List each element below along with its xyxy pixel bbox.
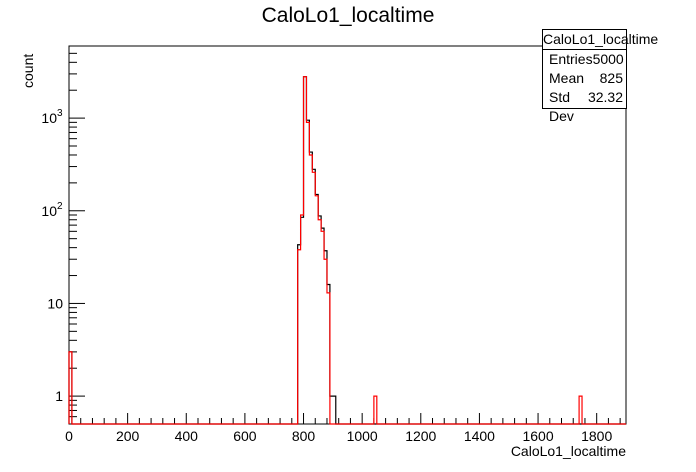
- stats-value: 825: [599, 70, 623, 86]
- histogram-bin: [315, 196, 318, 424]
- x-tick-label: 200: [116, 428, 140, 444]
- x-tick-label: 600: [233, 428, 257, 444]
- y-tick-label: 10: [41, 203, 57, 219]
- histogram-bin: [312, 169, 315, 424]
- x-axis-label: CaloLo1_localtime: [510, 443, 626, 459]
- stats-label: Mean: [549, 70, 585, 86]
- chart-title: CaloLo1_localtime: [261, 4, 435, 27]
- histogram-bin: [321, 231, 324, 424]
- x-tick-label: 1600: [522, 428, 553, 444]
- histogram-bin: [309, 155, 312, 424]
- histogram-bin: [315, 194, 318, 424]
- x-axis: 0 200 400 600 800 1000 1200 1400 1600 1800: [65, 413, 621, 444]
- x-tick-label: 0: [65, 428, 73, 444]
- histogram-series-1-line: [68, 76, 626, 425]
- stats-box: CaloLo1_localtime Entries 5000 Mean 825 …: [542, 29, 658, 124]
- stats-value: 32.32: [587, 89, 623, 105]
- x-tick-label: 1800: [581, 428, 612, 444]
- histogram-bin: [306, 120, 309, 424]
- x-tick-label: 800: [292, 428, 316, 444]
- x-tick-label: 1200: [405, 428, 436, 444]
- x-tick-label: 1000: [347, 428, 378, 444]
- x-tick-label: 400: [175, 428, 199, 444]
- stats-row-entries: Entries 5000: [543, 50, 626, 69]
- histogram-series: [68, 76, 626, 425]
- y-tick-label: 10: [47, 295, 63, 311]
- stats-label: Entries: [549, 51, 593, 67]
- histogram-bin: [309, 152, 312, 424]
- histogram-bin: [318, 216, 321, 424]
- y-tick-label: 1: [55, 388, 63, 404]
- stats-row-mean: Mean 825: [543, 69, 626, 88]
- y-tick-exponent: 3: [57, 108, 63, 119]
- y-axis-label: count: [20, 53, 36, 88]
- stats-value: 5000: [592, 51, 624, 67]
- histogram-bin: [306, 122, 309, 424]
- histogram-series-2-line: [68, 76, 626, 425]
- stats-row-stddev: Std Dev 32.32: [543, 88, 626, 124]
- y-tick-exponent: 2: [57, 201, 63, 212]
- stats-label: Std Dev: [549, 89, 574, 124]
- histogram-bin: [312, 172, 315, 424]
- stats-title: CaloLo1_localtime: [543, 30, 658, 50]
- y-tick-label: 10: [41, 110, 57, 126]
- histogram-bin: [318, 220, 321, 424]
- x-tick-label: 1400: [464, 428, 495, 444]
